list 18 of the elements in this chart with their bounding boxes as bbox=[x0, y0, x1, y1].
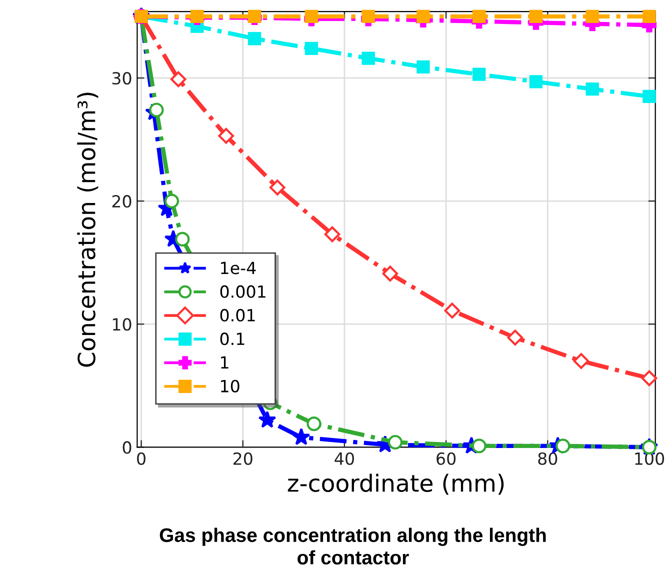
y-tick-label: 0 bbox=[122, 441, 132, 454]
y-tick-label: 20 bbox=[112, 195, 132, 208]
y-axis-title: Concentration (mol/m³) bbox=[77, 92, 98, 367]
legend-label: 1 bbox=[221, 356, 228, 369]
x-tick-label: 20 bbox=[233, 452, 252, 465]
x-axis-title: z-coordinate (mm) bbox=[288, 474, 504, 495]
legend-label: 0.01 bbox=[220, 308, 255, 322]
y-tick-label: 10 bbox=[112, 318, 132, 331]
x-tick-label: 80 bbox=[538, 452, 558, 465]
legend-label: 0.001 bbox=[220, 285, 266, 298]
legend-label: 10 bbox=[221, 380, 240, 392]
text: Gas phase concentration along the length of contactor bbox=[160, 528, 546, 564]
legend-label: 1e-4 bbox=[221, 262, 256, 274]
x-tick-label: 60 bbox=[436, 452, 456, 465]
x-tick-label: 40 bbox=[334, 452, 354, 465]
legend-label: 0.1 bbox=[220, 332, 244, 346]
y-tick-label: 30 bbox=[112, 72, 132, 85]
x-tick-label: 0 bbox=[137, 452, 146, 465]
